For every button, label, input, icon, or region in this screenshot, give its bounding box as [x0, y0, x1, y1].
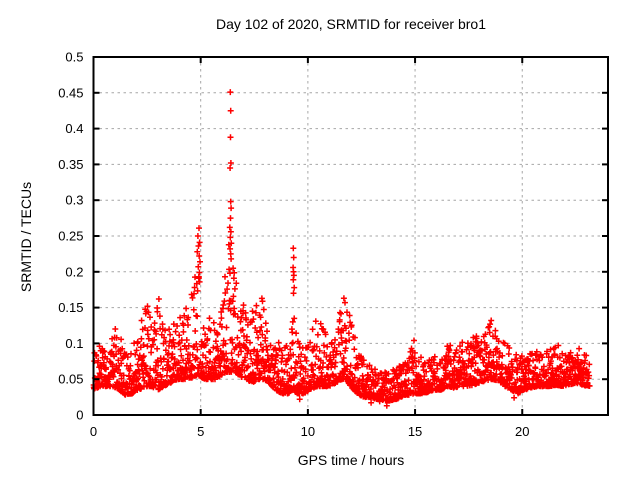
x-tick-label: 0	[90, 424, 97, 439]
x-tick-label: 10	[301, 424, 315, 439]
y-tick-label: 0.35	[58, 157, 83, 172]
plot-border	[92, 56, 609, 416]
y-tick-label: 0.5	[65, 50, 83, 65]
tick-labels: 0 5 10 15 20 0 0.05 0.1 0.15 0.2 0.25 0.3 0.35 0.4 0.4…	[58, 50, 529, 440]
x-tick-label: 15	[408, 424, 422, 439]
data-points	[90, 89, 593, 409]
y-tick-label: 0.4	[65, 121, 83, 136]
y-tick-label: 0.05	[58, 372, 83, 387]
y-tick-label: 0.45	[58, 85, 83, 100]
x-tick-label: 20	[515, 424, 529, 439]
chart-title: Day 102 of 2020, SRMTID for receiver bro…	[215, 16, 486, 32]
y-tick-label: 0.3	[65, 193, 83, 208]
y-tick-label: 0	[76, 408, 83, 423]
y-tick-label: 0.1	[65, 336, 83, 351]
x-tick-label: 5	[197, 424, 204, 439]
y-tick-label: 0.2	[65, 264, 83, 279]
y-tick-label: 0.25	[58, 229, 83, 244]
y-tick-label: 0.15	[58, 300, 83, 315]
x-axis-label: GPS time / hours	[297, 452, 405, 468]
